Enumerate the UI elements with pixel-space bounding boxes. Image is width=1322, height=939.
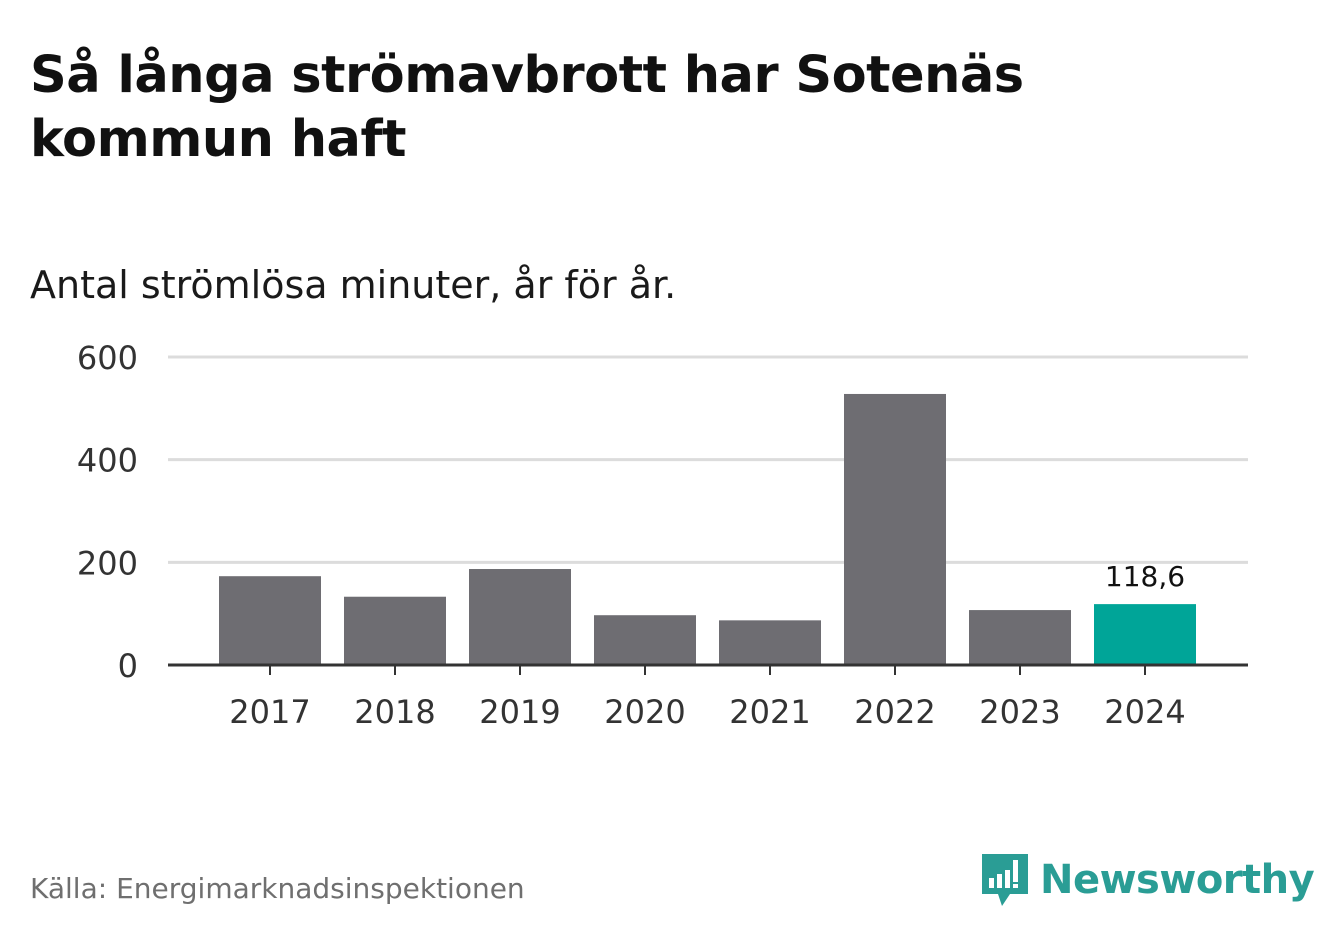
bar: [469, 569, 571, 665]
bar: [844, 393, 946, 665]
bar: [969, 610, 1071, 665]
bar: [594, 615, 696, 665]
x-tick-label: 2021: [729, 693, 810, 731]
bar: [719, 620, 821, 665]
brand-logo: Newsworthy: [980, 850, 1315, 910]
brand-name: Newsworthy: [1040, 857, 1315, 903]
x-tick-label: 2018: [354, 693, 435, 731]
y-tick-label: 600: [77, 339, 138, 377]
x-tick-label: 2024: [1104, 693, 1185, 731]
bar: [344, 596, 446, 665]
x-tick-label: 2019: [479, 693, 560, 731]
newsworthy-logo-icon: [982, 854, 1028, 906]
source-note: Källa: Energimarknadsinspektionen: [30, 872, 525, 905]
chart-subtitle: Antal strömlösa minuter, år för år.: [30, 263, 677, 307]
chart-title: Så långa strömavbrott har Sotenäs kommun…: [30, 46, 1024, 169]
y-tick-label: 0: [118, 647, 138, 685]
x-tick-label: 2023: [979, 693, 1060, 731]
bar-chart: 0 200 400 600 2017 2018 2019 2020 2021 2022 2023 20…: [77, 339, 1248, 731]
x-tick-label: 2020: [604, 693, 685, 731]
y-tick-label: 400: [77, 442, 138, 480]
x-tick-label: 2017: [229, 693, 310, 731]
bar: [1094, 604, 1196, 665]
y-tick-label: 200: [77, 544, 138, 582]
data-label: 118,6: [1105, 560, 1185, 593]
x-tick-label: 2022: [854, 693, 935, 731]
bar: [219, 576, 321, 665]
